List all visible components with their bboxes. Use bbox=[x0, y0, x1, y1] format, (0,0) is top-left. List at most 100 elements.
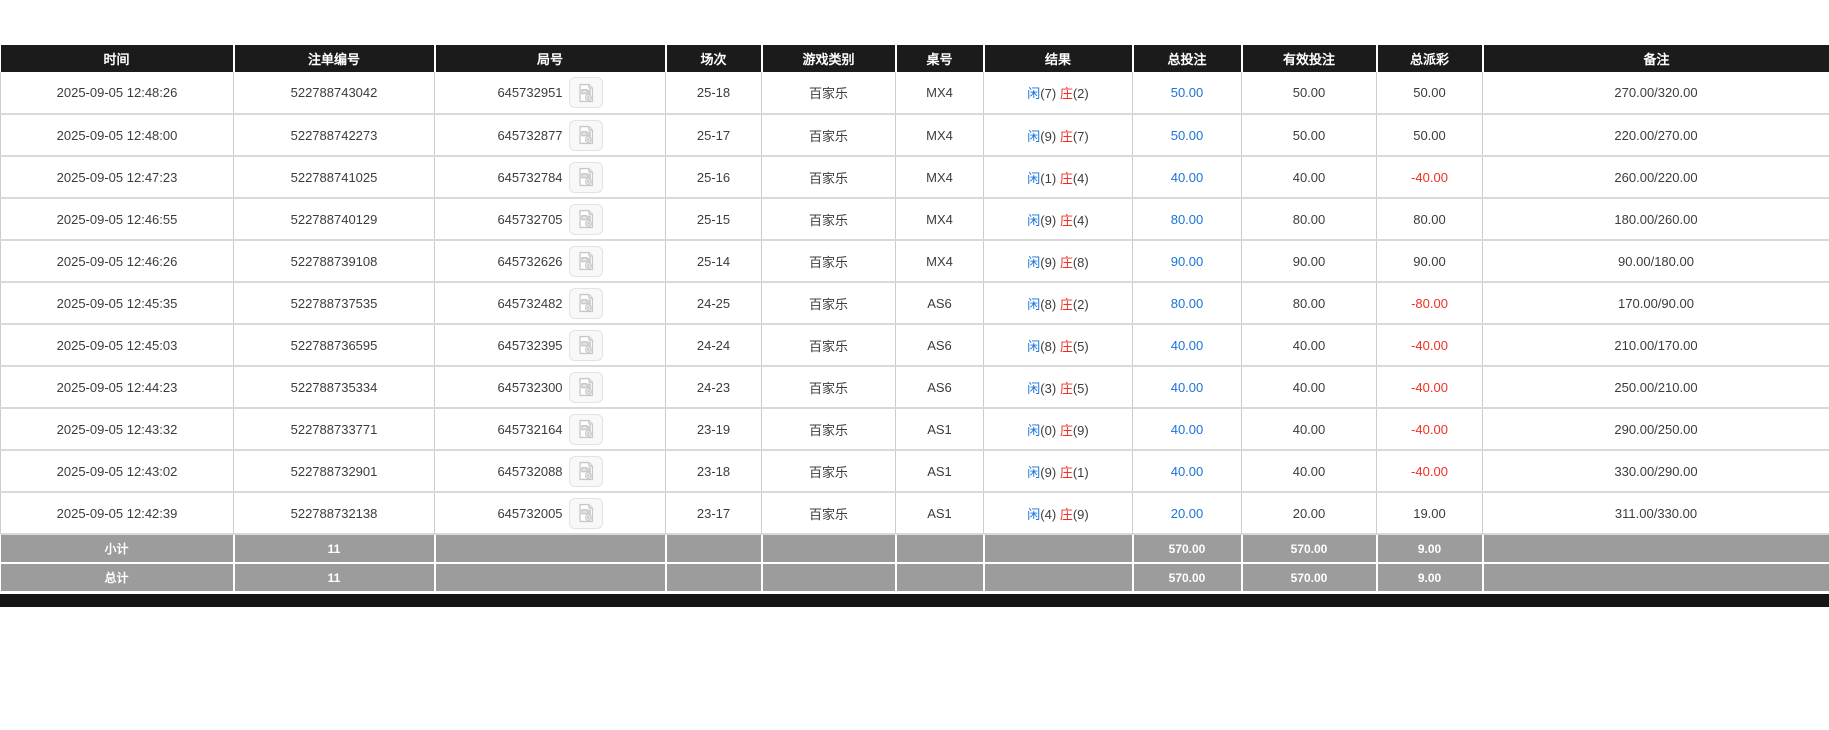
table-no-cell: MX4 bbox=[895, 155, 984, 199]
video-playback-button[interactable] bbox=[568, 161, 603, 193]
game-type-cell: 百家乐 bbox=[761, 113, 896, 157]
banker-result-value: (5) bbox=[1072, 380, 1089, 396]
col-valid-bet: 有效投注 bbox=[1240, 45, 1377, 72]
banker-result-label: 庄 bbox=[1059, 464, 1073, 480]
banker-result-label: 庄 bbox=[1059, 338, 1073, 354]
total-bet-cell[interactable]: 90.00 bbox=[1132, 239, 1242, 283]
total-bet-cell[interactable]: 40.00 bbox=[1132, 323, 1242, 367]
remark-cell: 220.00/270.00 bbox=[1482, 113, 1829, 157]
player-result-value: (9) bbox=[1040, 464, 1057, 480]
remark-cell: 250.00/210.00 bbox=[1482, 365, 1829, 409]
game-type-cell: 百家乐 bbox=[761, 239, 896, 283]
player-result-value: (3) bbox=[1040, 380, 1057, 396]
game-type-cell: 百家乐 bbox=[761, 449, 896, 493]
bet-id-cell: 522788739108 bbox=[233, 239, 435, 283]
total-empty-cell bbox=[433, 562, 667, 593]
bet-id-cell: 522788732138 bbox=[233, 491, 435, 535]
total-bet-cell[interactable]: 50.00 bbox=[1132, 113, 1242, 157]
video-file-icon bbox=[578, 83, 593, 102]
subtotal-empty-cell bbox=[760, 533, 897, 564]
total-bet-cell[interactable]: 40.00 bbox=[1132, 449, 1242, 493]
session-cell: 23-17 bbox=[665, 491, 762, 535]
bet-id-cell: 522788742273 bbox=[233, 113, 435, 157]
round-id-cell: 645732626 bbox=[434, 239, 666, 283]
table-body: 2025-09-05 12:48:26 522788743042 645732951… bbox=[0, 72, 1829, 535]
time-cell: 2025-09-05 12:47:23 bbox=[0, 155, 234, 199]
session-cell: 24-23 bbox=[665, 365, 762, 409]
player-result-value: (9) bbox=[1040, 212, 1057, 228]
video-playback-button[interactable] bbox=[568, 455, 603, 487]
player-result-value: (9) bbox=[1040, 254, 1057, 270]
valid-bet-cell: 40.00 bbox=[1241, 407, 1377, 451]
table-row: 2025-09-05 12:47:23 522788741025 645732784… bbox=[0, 155, 1829, 199]
banker-result-value: (9) bbox=[1072, 506, 1089, 522]
total-bet-cell[interactable]: 80.00 bbox=[1132, 197, 1242, 241]
table-no-cell: MX4 bbox=[895, 239, 984, 283]
video-playback-button[interactable] bbox=[568, 371, 603, 403]
total-bet-cell[interactable]: 40.00 bbox=[1132, 155, 1242, 199]
table-no-cell: AS1 bbox=[895, 449, 984, 493]
video-playback-button[interactable] bbox=[568, 497, 603, 529]
round-id-cell: 645732482 bbox=[434, 281, 666, 325]
total-bet-cell[interactable]: 20.00 bbox=[1132, 491, 1242, 535]
time-cell: 2025-09-05 12:43:02 bbox=[0, 449, 234, 493]
video-playback-button[interactable] bbox=[568, 413, 603, 445]
total-label: 总计 bbox=[0, 562, 235, 593]
payout-cell: 50.00 bbox=[1376, 72, 1483, 115]
subtotal-total-bet: 570.00 bbox=[1131, 533, 1243, 564]
banker-result-label: 庄 bbox=[1059, 296, 1073, 312]
valid-bet-cell: 50.00 bbox=[1241, 72, 1377, 115]
round-id-cell: 645732164 bbox=[434, 407, 666, 451]
game-type-cell: 百家乐 bbox=[761, 491, 896, 535]
round-id-value: 645732088 bbox=[497, 463, 563, 479]
video-playback-button[interactable] bbox=[568, 287, 603, 319]
video-playback-button[interactable] bbox=[568, 245, 603, 277]
table-no-cell: MX4 bbox=[895, 113, 984, 157]
banker-result-label: 庄 bbox=[1059, 422, 1073, 438]
bet-records-table: 时间 注单编号 局号 场次 游戏类别 桌号 结果 总投注 有效投注 总派彩 备注… bbox=[0, 45, 1829, 593]
valid-bet-cell: 40.00 bbox=[1241, 323, 1377, 367]
remark-cell: 290.00/250.00 bbox=[1482, 407, 1829, 451]
table-row: 2025-09-05 12:45:03 522788736595 645732395… bbox=[0, 323, 1829, 367]
total-bet-cell[interactable]: 80.00 bbox=[1132, 281, 1242, 325]
payout-cell: -40.00 bbox=[1376, 155, 1483, 199]
banker-result-label: 庄 bbox=[1059, 170, 1073, 186]
table-row: 2025-09-05 12:43:32 522788733771 645732164… bbox=[0, 407, 1829, 451]
col-session: 场次 bbox=[664, 45, 762, 72]
payout-cell: -40.00 bbox=[1376, 407, 1483, 451]
total-bet-cell[interactable]: 40.00 bbox=[1132, 365, 1242, 409]
remark-cell: 270.00/320.00 bbox=[1482, 72, 1829, 115]
time-cell: 2025-09-05 12:48:26 bbox=[0, 72, 234, 115]
round-id-value: 645732300 bbox=[497, 379, 563, 395]
video-file-icon bbox=[578, 335, 593, 355]
video-file-icon bbox=[578, 209, 593, 229]
banker-result-label: 庄 bbox=[1059, 380, 1073, 396]
video-file-icon bbox=[578, 377, 593, 397]
player-result-value: (0) bbox=[1040, 422, 1057, 438]
col-remark: 备注 bbox=[1481, 45, 1829, 72]
video-playback-button[interactable] bbox=[568, 119, 603, 151]
total-bet-cell[interactable]: 50.00 bbox=[1132, 72, 1242, 115]
remark-cell: 170.00/90.00 bbox=[1482, 281, 1829, 325]
banker-result-value: (7) bbox=[1072, 128, 1089, 144]
result-cell: 闲(8) 庄(2) bbox=[983, 281, 1133, 325]
video-file-icon bbox=[578, 251, 593, 271]
remark-cell: 311.00/330.00 bbox=[1482, 491, 1829, 535]
total-bet-cell[interactable]: 40.00 bbox=[1132, 407, 1242, 451]
video-playback-button[interactable] bbox=[568, 203, 603, 235]
payout-cell: -40.00 bbox=[1376, 323, 1483, 367]
game-type-cell: 百家乐 bbox=[761, 72, 896, 115]
table-header: 时间 注单编号 局号 场次 游戏类别 桌号 结果 总投注 有效投注 总派彩 备注 bbox=[0, 45, 1829, 72]
subtotal-label: 小计 bbox=[0, 533, 235, 564]
table-no-cell: AS6 bbox=[895, 323, 984, 367]
result-cell: 闲(7) 庄(2) bbox=[983, 72, 1133, 115]
video-playback-button[interactable] bbox=[568, 329, 603, 361]
player-result-label: 闲 bbox=[1027, 464, 1041, 480]
banker-result-label: 庄 bbox=[1059, 212, 1073, 228]
round-id-cell: 645732300 bbox=[434, 365, 666, 409]
table-row: 2025-09-05 12:48:26 522788743042 645732951… bbox=[0, 72, 1829, 115]
video-playback-button[interactable] bbox=[568, 77, 603, 108]
player-result-label: 闲 bbox=[1027, 380, 1041, 396]
result-cell: 闲(4) 庄(9) bbox=[983, 491, 1133, 535]
banker-result-label: 庄 bbox=[1059, 128, 1073, 144]
